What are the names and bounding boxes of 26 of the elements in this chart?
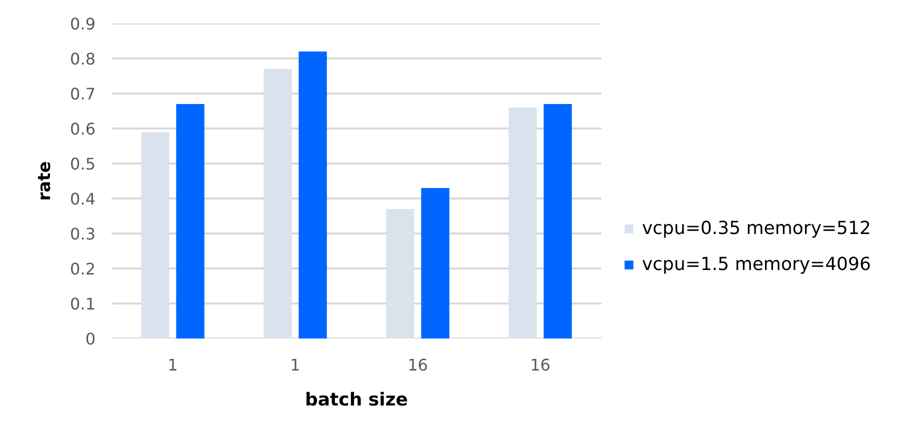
legend-label: vcpu=1.5 memory=4096 (642, 254, 871, 275)
x-tick-label: 16 (408, 356, 428, 374)
bar (264, 69, 292, 338)
y-axis-title: rate (35, 161, 56, 201)
y-tick-label: 0.2 (70, 260, 96, 278)
bar (508, 108, 537, 338)
bar (544, 104, 572, 338)
bar (386, 209, 414, 338)
x-tick-label: 1 (168, 356, 178, 374)
y-tick-label: 0.5 (70, 154, 96, 174)
x-axis-title: batch size (305, 390, 408, 410)
bar (421, 188, 450, 338)
y-tick-label: 0.6 (70, 120, 96, 138)
y-tick-label: 0.7 (70, 84, 96, 104)
y-tick-label: 0.8 (70, 50, 96, 68)
x-tick-label: 16 (530, 356, 550, 374)
bar (141, 132, 170, 338)
x-tick-label: 1 (290, 356, 300, 374)
bar (298, 52, 327, 338)
y-tick-label: 0.3 (70, 224, 96, 244)
y-tick-label: 0.4 (70, 190, 96, 208)
y-tick-label: 0.1 (70, 294, 96, 314)
bar (176, 104, 204, 338)
y-tick-label: 0.9 (70, 14, 96, 34)
legend-label: vcpu=0.35 memory=512 (642, 218, 871, 239)
y-tick-label: 0 (85, 330, 96, 348)
